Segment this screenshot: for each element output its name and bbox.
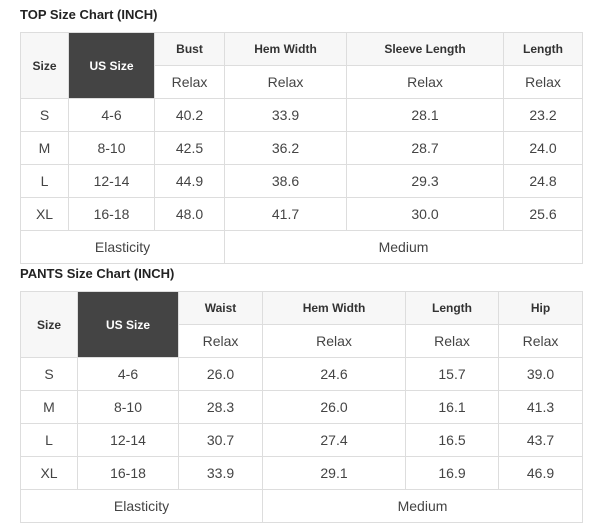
header-cell: Hip: [498, 291, 583, 325]
top-size-table: Size US Size Bust Hem Width Sleeve Length Len…: [20, 32, 583, 264]
subheader-row: Relax Relax Relax Relax: [21, 65, 583, 99]
table-cell: 43.7: [498, 423, 583, 457]
table-cell: M: [20, 131, 69, 165]
fit-cell: Relax: [503, 65, 583, 99]
table-row: M 8-10 28.3 26.0 16.1 41.3: [20, 390, 583, 424]
table-row: L 12-14 30.7 27.4 16.5 43.7: [20, 423, 583, 457]
table-cell: 12-14: [68, 164, 155, 198]
table-cell: 15.7: [405, 357, 499, 391]
pants-size-table: Size US Size Waist Hem Width Length Hip Relax R…: [20, 291, 583, 523]
table-cell: 42.5: [154, 131, 225, 165]
table-cell: 8-10: [77, 390, 179, 424]
table-cell: 28.3: [178, 390, 263, 424]
table-cell: 29.3: [346, 164, 504, 198]
table-row: S 4-6 26.0 24.6 15.7 39.0: [20, 357, 583, 391]
table-cell: 39.0: [498, 357, 583, 391]
header-row: Size US Size Bust Hem Width Sleeve Length Len…: [20, 32, 583, 99]
table-cell: S: [20, 357, 78, 391]
table-row: XL 16-18 48.0 41.7 30.0 25.6: [20, 197, 583, 231]
table-cell: 29.1: [262, 456, 406, 490]
fit-cell: Relax: [498, 324, 583, 358]
table-row: S 4-6 40.2 33.9 28.1 23.2: [20, 98, 583, 132]
fit-cell: Relax: [346, 65, 504, 99]
elasticity-label: Elasticity: [20, 489, 263, 523]
table-cell: 40.2: [154, 98, 225, 132]
table-cell: 33.9: [224, 98, 347, 132]
header-row: Size US Size Waist Hem Width Length Hip: [20, 291, 583, 358]
table-cell: 46.9: [498, 456, 583, 490]
header-cell: Bust: [154, 32, 225, 66]
table-cell: XL: [20, 456, 78, 490]
table-cell: 28.7: [346, 131, 504, 165]
elasticity-value: Medium: [224, 230, 583, 264]
table-row: M 8-10 42.5 36.2 28.7 24.0: [20, 131, 583, 165]
fit-cell: Relax: [154, 65, 225, 99]
header-size: Size: [20, 32, 69, 99]
header-cell: Hem Width: [262, 291, 406, 325]
table-cell: 26.0: [178, 357, 263, 391]
table-cell: 24.0: [503, 131, 583, 165]
table-cell: 36.2: [224, 131, 347, 165]
table-cell: 44.9: [154, 164, 225, 198]
fit-cell: Relax: [224, 65, 347, 99]
table-cell: 23.2: [503, 98, 583, 132]
header-us-size: US Size: [77, 291, 179, 358]
table-cell: 16-18: [68, 197, 155, 231]
elasticity-label: Elasticity: [20, 230, 225, 264]
fit-cell: Relax: [178, 324, 263, 358]
elasticity-value: Medium: [262, 489, 583, 523]
table-cell: 48.0: [154, 197, 225, 231]
fit-cell: Relax: [405, 324, 499, 358]
elasticity-row: Elasticity Medium: [20, 489, 583, 523]
table-cell: 41.7: [224, 197, 347, 231]
table-row: XL 16-18 33.9 29.1 16.9 46.9: [20, 456, 583, 490]
table-cell: 4-6: [68, 98, 155, 132]
header-cell: Sleeve Length: [346, 32, 504, 66]
table-cell: 28.1: [346, 98, 504, 132]
table-cell: 30.7: [178, 423, 263, 457]
header-cell: Length: [405, 291, 499, 325]
header-cell: Hem Width: [224, 32, 347, 66]
table-cell: 24.8: [503, 164, 583, 198]
table-cell: 26.0: [262, 390, 406, 424]
pants-chart-title: PANTS Size Chart (INCH): [20, 266, 175, 281]
table-cell: L: [20, 423, 78, 457]
table-cell: 16.9: [405, 456, 499, 490]
header-cell: Waist: [178, 291, 263, 325]
table-cell: 30.0: [346, 197, 504, 231]
table-cell: 16-18: [77, 456, 179, 490]
table-cell: 24.6: [262, 357, 406, 391]
table-cell: XL: [20, 197, 69, 231]
table-cell: 41.3: [498, 390, 583, 424]
table-cell: 4-6: [77, 357, 179, 391]
table-cell: L: [20, 164, 69, 198]
subheader-row: Relax Relax Relax Relax: [21, 324, 583, 358]
table-cell: 33.9: [178, 456, 263, 490]
table-cell: 16.5: [405, 423, 499, 457]
header-size: Size: [20, 291, 78, 358]
top-chart-title: TOP Size Chart (INCH): [20, 7, 158, 22]
table-cell: M: [20, 390, 78, 424]
header-cell: Length: [503, 32, 583, 66]
table-cell: 12-14: [77, 423, 179, 457]
header-us-size: US Size: [68, 32, 155, 99]
table-cell: 25.6: [503, 197, 583, 231]
table-cell: S: [20, 98, 69, 132]
table-cell: 8-10: [68, 131, 155, 165]
table-cell: 38.6: [224, 164, 347, 198]
fit-cell: Relax: [262, 324, 406, 358]
elasticity-row: Elasticity Medium: [20, 230, 583, 264]
table-cell: 27.4: [262, 423, 406, 457]
table-cell: 16.1: [405, 390, 499, 424]
table-row: L 12-14 44.9 38.6 29.3 24.8: [20, 164, 583, 198]
